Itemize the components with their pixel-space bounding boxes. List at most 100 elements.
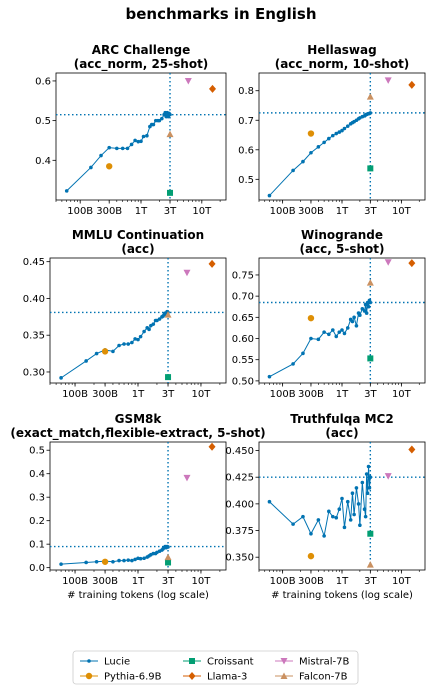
lucie-point [125, 146, 130, 151]
lucie-point [59, 562, 63, 566]
lucie-point [360, 480, 365, 485]
lucie-point [291, 522, 295, 526]
x-tick-label: 3T [364, 389, 377, 400]
lucie-point [122, 558, 126, 563]
y-tick-label: 0.75 [232, 270, 254, 281]
lucie-point [345, 124, 350, 128]
lucie-point [84, 560, 88, 565]
y-tick-label: 0.6 [238, 145, 254, 156]
lucie-point [322, 140, 326, 145]
lucie-point [122, 342, 126, 346]
lucie-point [309, 531, 313, 536]
lucie-point [342, 331, 347, 336]
lucie-point [322, 534, 326, 538]
y-tick-label: 0.70 [232, 292, 254, 303]
lucie-point [334, 515, 339, 520]
reference-lines [259, 442, 425, 570]
y-tick-label: 0.425 [225, 473, 254, 484]
lucie-point [139, 139, 143, 144]
baseline-models [106, 77, 217, 196]
lucie-point [133, 138, 137, 143]
lucie-series [59, 309, 170, 380]
lucie-point [120, 146, 125, 151]
y-axis: 0.4 0.5 0.6 [35, 76, 56, 167]
plot-area [258, 441, 426, 571]
x-tick-label: 300B [298, 576, 324, 587]
lucie-point [316, 518, 321, 522]
y-tick-label: 0.4 [29, 469, 45, 480]
y-axis: 0.5 0.6 0.7 0.8 [238, 86, 259, 186]
legend-label: Falcon-7B [299, 672, 348, 683]
croissant-point [367, 355, 374, 362]
lucie-point [358, 313, 362, 318]
llama-3-point [408, 445, 416, 454]
lucie-point [141, 134, 146, 139]
x-tick-label: 3T [162, 389, 175, 400]
lucie-point [368, 300, 373, 305]
lucie-point [354, 323, 359, 328]
legend-label: Croissant [207, 657, 254, 668]
croissant-point [165, 374, 172, 381]
lucie-point [316, 337, 321, 342]
baseline-models [101, 259, 216, 381]
legend-label: Lucie [104, 657, 130, 668]
lucie-point [322, 330, 326, 334]
legend-entry: Croissant [183, 657, 254, 668]
legend-marker-point [280, 658, 288, 665]
croissant-point [165, 559, 172, 566]
lucie-point [327, 136, 331, 141]
y-tick-label: 0.40 [23, 294, 45, 305]
lucie-point [367, 486, 372, 490]
x-tick-label: 1T [135, 206, 148, 217]
lucie-point [111, 349, 115, 354]
lucie-point [334, 334, 339, 339]
x-tick-label: 100B [67, 206, 93, 217]
legend-entry: Pythia-6.9B [80, 672, 162, 683]
subplot-title-line-1: ARC Challenge [92, 43, 191, 57]
x-tick-label: 1T [132, 389, 145, 400]
lucie-point [267, 193, 272, 198]
lucie-point [291, 362, 295, 366]
x-axis: 100B 300B 1T 3T 10T [49, 383, 221, 400]
lucie-point [126, 342, 131, 346]
lucie-point [138, 556, 143, 561]
lucie-point [133, 337, 137, 341]
x-axis: 100B 300B 1T 3T 10T [258, 383, 420, 400]
mistral-7b-point [384, 77, 392, 84]
subplot-title-line-1: MMLU Continuation [72, 228, 204, 242]
lucie-point [117, 558, 121, 563]
legend-marker-llama [183, 672, 201, 680]
baseline-models [101, 442, 216, 566]
croissant-point [367, 165, 374, 172]
plot-area [55, 72, 227, 201]
lucie-point [147, 327, 151, 332]
lucie-point [331, 133, 335, 138]
y-tick-label: 0.35 [23, 331, 45, 342]
y-tick-label: 0.5 [29, 446, 45, 457]
y-tick-label: 0.50 [232, 376, 254, 387]
y-tick-label: 0.450 [225, 446, 254, 457]
lucie-point [64, 189, 69, 193]
baseline-models [307, 445, 416, 568]
mistral-7b-point [183, 474, 191, 482]
legend-marker-point [87, 659, 91, 663]
legend-entry: Falcon-7B [275, 672, 348, 683]
x-tick-label: 100B [270, 206, 296, 217]
lucie-point [309, 336, 313, 341]
y-tick-label: 0.60 [232, 334, 254, 345]
x-tick-label: 10T [192, 206, 212, 217]
legend: Lucie Pythia-6.9B Croissant Llama-3 Mist… [72, 650, 359, 685]
subplot-title-line-1: Hellaswag [307, 43, 376, 57]
lucie-point [337, 130, 342, 134]
lucie-point [362, 507, 367, 512]
lucie-point [354, 486, 359, 490]
y-tick-label: 0.350 [225, 553, 254, 564]
x-tick-label: 3T [164, 206, 177, 217]
pythia-6-9b-point [101, 558, 109, 565]
x-tick-label: 300B [298, 389, 324, 400]
lucie-point [111, 559, 115, 564]
pythia-6-9b-point [106, 163, 113, 170]
legend-marker-point [188, 672, 196, 680]
lucie-series [59, 544, 170, 566]
lucie-point [94, 559, 99, 564]
